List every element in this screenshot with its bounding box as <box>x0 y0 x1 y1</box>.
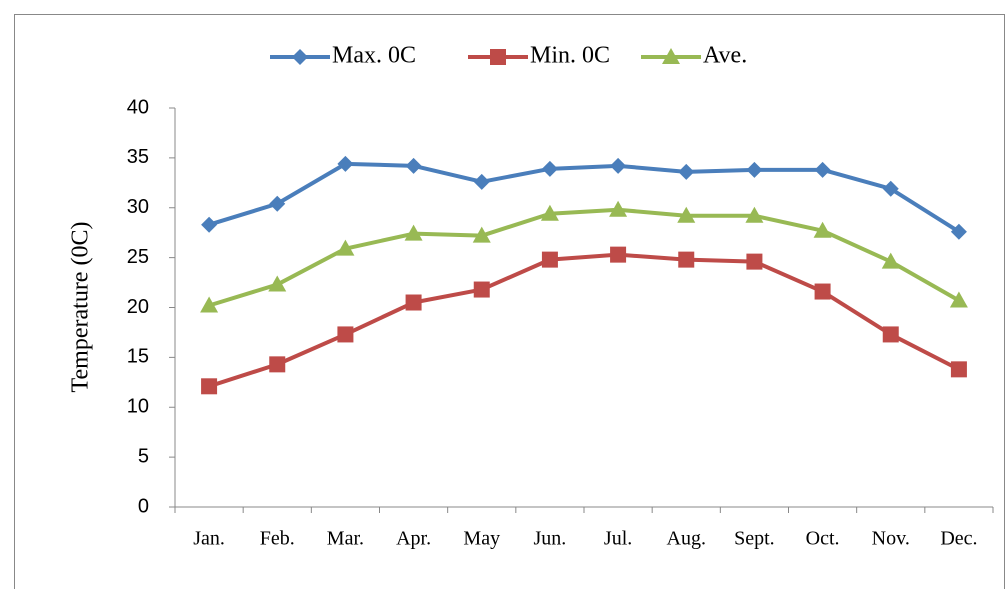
point <box>610 246 627 263</box>
legend-marker <box>662 48 680 64</box>
point <box>336 239 355 256</box>
point <box>677 206 696 223</box>
y-tick-label: 15 <box>127 346 149 368</box>
y-tick-label: 10 <box>127 396 149 418</box>
y-tick-label: 25 <box>127 246 149 268</box>
x-tick-label: Mar. <box>327 528 364 550</box>
point <box>882 180 899 197</box>
x-tick-label: Oct. <box>806 528 840 550</box>
point <box>405 294 422 311</box>
point <box>337 326 354 343</box>
legend-label: Ave. <box>703 43 747 69</box>
y-tick-label: 40 <box>127 96 149 118</box>
point <box>950 361 967 378</box>
series-line <box>208 252 960 389</box>
x-tick-label: Dec. <box>940 528 977 550</box>
legend-marker <box>490 49 506 65</box>
point <box>814 283 831 300</box>
point <box>610 157 627 174</box>
legend-label: Max. 0C <box>332 43 416 69</box>
y-axis-title: Temperature (0C) <box>68 222 94 393</box>
chart-frame <box>14 14 1005 589</box>
point <box>337 155 354 172</box>
x-tick-label: Apr. <box>396 528 431 550</box>
x-tick-label: Jan. <box>193 528 225 550</box>
x-tick-label: Sept. <box>734 528 775 550</box>
series-line <box>208 161 960 234</box>
point <box>882 326 899 343</box>
point <box>814 161 831 178</box>
point <box>745 206 764 223</box>
y-tick-label: 30 <box>127 196 149 218</box>
legend-marker <box>292 49 308 65</box>
point <box>473 173 490 190</box>
point <box>200 296 219 313</box>
point <box>269 356 286 373</box>
point <box>541 251 558 268</box>
x-tick-label: Feb. <box>260 528 295 550</box>
point <box>949 291 968 308</box>
point <box>541 160 558 177</box>
point <box>950 223 967 240</box>
point <box>813 221 832 238</box>
point <box>746 253 763 270</box>
point <box>746 161 763 178</box>
y-tick-label: 20 <box>127 296 149 318</box>
series-line <box>208 207 960 308</box>
x-tick-label: May <box>463 528 500 550</box>
y-tick-label: 0 <box>138 495 149 517</box>
point <box>405 157 422 174</box>
x-tick-label: Jul. <box>604 528 632 550</box>
y-tick-label: 5 <box>138 445 149 467</box>
point <box>881 252 900 269</box>
y-tick-label: 35 <box>127 146 149 168</box>
point <box>473 281 490 298</box>
x-tick-label: Aug. <box>667 528 706 550</box>
point <box>201 216 218 233</box>
point <box>678 251 695 268</box>
point <box>472 226 491 243</box>
legend-label: Min. 0C <box>530 43 610 69</box>
point <box>540 204 559 221</box>
x-tick-label: Nov. <box>872 528 910 550</box>
point <box>201 378 218 395</box>
point <box>404 224 423 241</box>
point <box>609 200 628 217</box>
x-tick-label: Jun. <box>534 528 567 550</box>
point <box>269 195 286 212</box>
point <box>268 275 287 292</box>
point <box>678 163 695 180</box>
